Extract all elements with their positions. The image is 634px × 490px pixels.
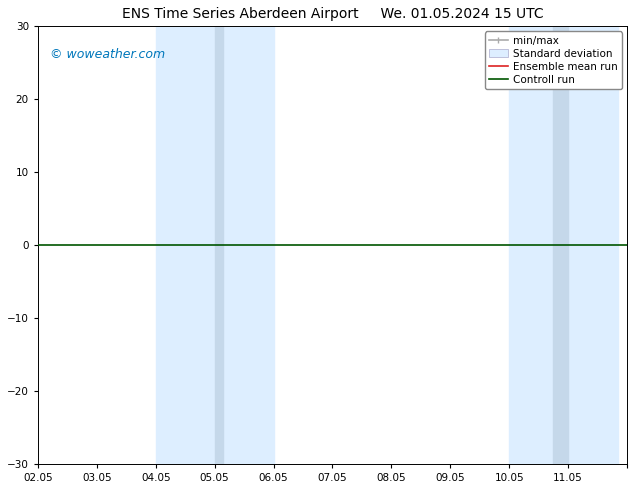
Bar (223, 26, 273, 464)
Bar (568, 26, 618, 464)
Bar (215, 26, 223, 464)
Text: © woweather.com: © woweather.com (49, 48, 165, 61)
Legend: min/max, Standard deviation, Ensemble mean run, Controll run: min/max, Standard deviation, Ensemble me… (485, 31, 622, 89)
Bar (156, 26, 215, 464)
Bar (553, 26, 568, 464)
Bar (509, 26, 553, 464)
Title: ENS Time Series Aberdeen Airport     We. 01.05.2024 15 UTC: ENS Time Series Aberdeen Airport We. 01.… (122, 7, 543, 21)
